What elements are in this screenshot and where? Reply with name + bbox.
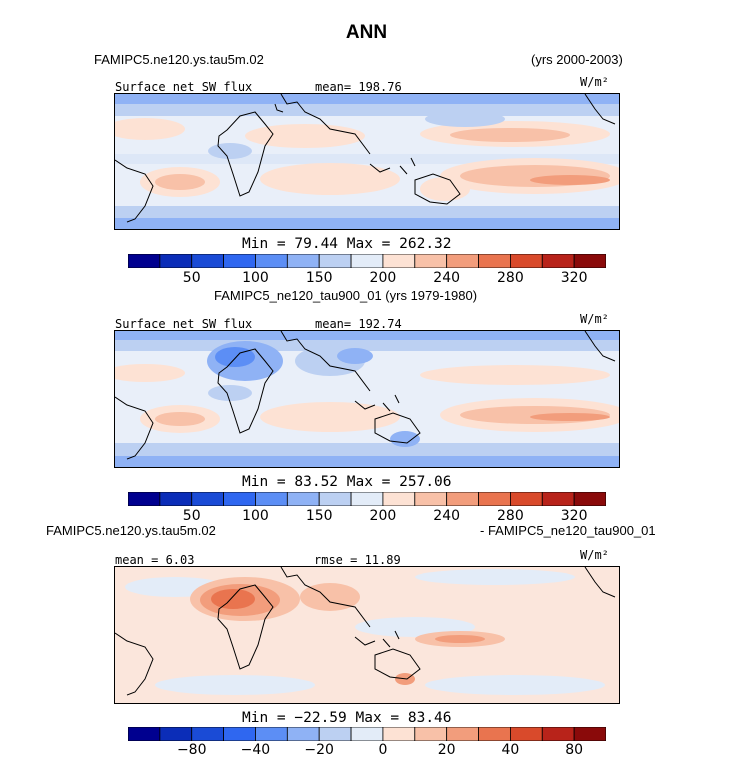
panel2-mean-label: mean= 192.74 (315, 317, 402, 331)
colorbar-swatch (191, 492, 225, 506)
colorbar-tick-label: 320 (560, 270, 588, 286)
colorbar-tick-label: 280 (497, 270, 524, 286)
panel2-units: W/m² (580, 312, 609, 326)
colorbar-tick-label: 20 (437, 742, 456, 758)
colorbar-tick-label: 200 (369, 508, 397, 524)
colorbar-swatch (350, 254, 384, 268)
colorbar-tick-label: 150 (305, 270, 333, 286)
colorbar-swatch (255, 254, 288, 268)
colorbar-swatch (286, 727, 320, 741)
colorbar-swatch (255, 727, 288, 741)
colorbar-swatch (318, 254, 352, 268)
page-title: ANN (345, 22, 388, 43)
colorbar-swatch (159, 727, 193, 741)
colorbar-tick-label: −80 (176, 742, 207, 758)
colorbar-swatch (128, 727, 161, 741)
colorbar-tick-label: 100 (242, 270, 269, 286)
colorbar-tick-label: 80 (565, 742, 584, 758)
colorbar-swatch (541, 727, 575, 741)
panel3-mean-label: mean = 6.03 (115, 553, 195, 567)
panel1-map (114, 93, 620, 230)
colorbar-swatch (382, 254, 416, 268)
colorbar-swatch (382, 492, 416, 506)
panel1-years: (yrs 2000-2003) (531, 52, 623, 67)
colorbar-swatch (159, 492, 193, 506)
panel2-case-title: FAMIPC5_ne120_tau900_01 (yrs 1979-1980) (214, 288, 478, 303)
colorbar-tick-label: 50 (182, 508, 201, 524)
colorbar-swatch (191, 254, 225, 268)
colorbar-tick-label: 40 (501, 742, 520, 758)
panel1-units: W/m² (580, 75, 609, 89)
panel3-case-title-right: - FAMIPC5_ne120_tau900_01 (480, 523, 656, 538)
colorbar-swatch (541, 492, 575, 506)
panel3-rmse-label: rmse = 11.89 (314, 553, 401, 567)
colorbar-tick-label: −20 (304, 742, 334, 758)
colorbar-swatch (159, 254, 193, 268)
panel2-colorbar (128, 492, 606, 506)
panel3-case-title: FAMIPC5.ne120.ys.tau5m.02 (46, 523, 216, 538)
colorbar-swatch (573, 727, 606, 741)
panel3-minmax: Min = −22.59 Max = 83.46 (242, 710, 452, 726)
colorbar-swatch (509, 727, 543, 741)
colorbar-swatch (223, 727, 256, 741)
panel1-colorbar (128, 254, 606, 268)
colorbar-swatch (128, 492, 161, 506)
colorbar-swatch (478, 254, 511, 268)
colorbar-swatch (128, 254, 161, 268)
panel1-case-title: FAMIPC5.ne120.ys.tau5m.02 (94, 52, 264, 67)
colorbar-swatch (286, 254, 320, 268)
panel2-left-label: Surface net SW flux (115, 317, 253, 331)
colorbar-swatch (446, 727, 479, 741)
colorbar-swatch (573, 492, 606, 506)
panel2-map (114, 330, 620, 468)
colorbar-swatch (318, 727, 352, 741)
colorbar-swatch (478, 727, 511, 741)
colorbar-swatch (223, 492, 256, 506)
colorbar-swatch (509, 492, 543, 506)
colorbar-swatch (573, 254, 606, 268)
colorbar-tick-label: 280 (497, 508, 524, 524)
colorbar-tick-label: 150 (305, 508, 333, 524)
panel3-map (114, 566, 620, 704)
panel3-map-field (115, 567, 619, 703)
panel2-map-field (115, 331, 619, 467)
panel1-map-field (115, 94, 619, 229)
colorbar-swatch (541, 254, 575, 268)
colorbar-swatch (350, 492, 384, 506)
colorbar-swatch (414, 727, 448, 741)
colorbar-tick-label: 50 (182, 270, 201, 286)
colorbar-tick-label: 320 (560, 508, 588, 524)
colorbar-swatch (286, 492, 320, 506)
panel1-mean-label: mean= 198.76 (315, 80, 402, 94)
colorbar-tick-label: 100 (242, 508, 269, 524)
panel2-minmax: Min = 83.52 Max = 257.06 (242, 474, 452, 490)
colorbar-swatch (350, 727, 384, 741)
colorbar-tick-label: 240 (433, 270, 461, 286)
panel1-left-label: Surface net SW flux (115, 80, 253, 94)
colorbar-swatch (509, 254, 543, 268)
colorbar-swatch (191, 727, 225, 741)
colorbar-swatch (223, 254, 256, 268)
colorbar-swatch (446, 254, 479, 268)
colorbar-swatch (255, 492, 288, 506)
colorbar-swatch (318, 492, 352, 506)
panel3-colorbar (128, 727, 606, 741)
colorbar-tick-label: 240 (433, 508, 461, 524)
colorbar-swatch (414, 254, 448, 268)
colorbar-swatch (382, 727, 416, 741)
colorbar-swatch (446, 492, 479, 506)
colorbar-tick-label: −40 (240, 742, 271, 758)
colorbar-swatch (414, 492, 448, 506)
colorbar-tick-label: 0 (378, 742, 388, 758)
colorbar-swatch (478, 492, 511, 506)
panel1-minmax: Min = 79.44 Max = 262.32 (242, 236, 452, 252)
colorbar-tick-label: 200 (369, 270, 397, 286)
panel3-units: W/m² (580, 548, 609, 562)
